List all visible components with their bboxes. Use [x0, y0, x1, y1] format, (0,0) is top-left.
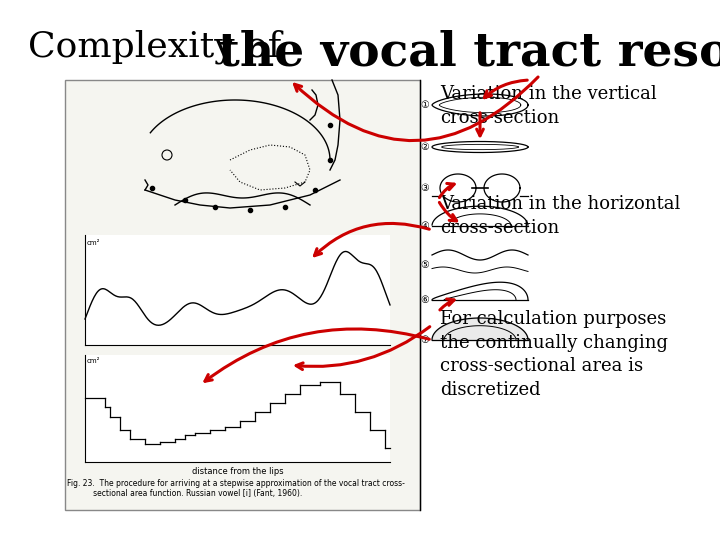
- Text: Variation in the vertical
cross-section: Variation in the vertical cross-section: [440, 85, 657, 126]
- Bar: [65, 80, 420, 510]
- Text: the vocal tract resonator: the vocal tract resonator: [218, 30, 720, 76]
- Text: ⑦: ⑦: [420, 335, 429, 345]
- Bar: [85, 235, 390, 345]
- Text: Fig. 23.  The procedure for arriving at a stepwise approximation of the vocal tr: Fig. 23. The procedure for arriving at a…: [67, 478, 405, 498]
- Text: ④: ④: [420, 221, 429, 231]
- Text: cm²: cm²: [87, 240, 101, 246]
- Text: ②: ②: [420, 142, 429, 152]
- Text: Complexity of: Complexity of: [28, 30, 293, 64]
- Text: Variation in the horizontal
cross-section: Variation in the horizontal cross-sectio…: [440, 195, 680, 237]
- Text: For calculation purposes
the continually changing
cross-sectional area is
discre: For calculation purposes the continually…: [440, 310, 668, 399]
- Text: cm²: cm²: [87, 358, 101, 364]
- Text: ①: ①: [420, 100, 429, 110]
- Text: ③: ③: [420, 183, 429, 193]
- Bar: [85, 355, 390, 462]
- Text: distance from the lips: distance from the lips: [192, 467, 283, 476]
- Text: ⑥: ⑥: [420, 295, 429, 305]
- Text: ⑤: ⑤: [420, 260, 429, 270]
